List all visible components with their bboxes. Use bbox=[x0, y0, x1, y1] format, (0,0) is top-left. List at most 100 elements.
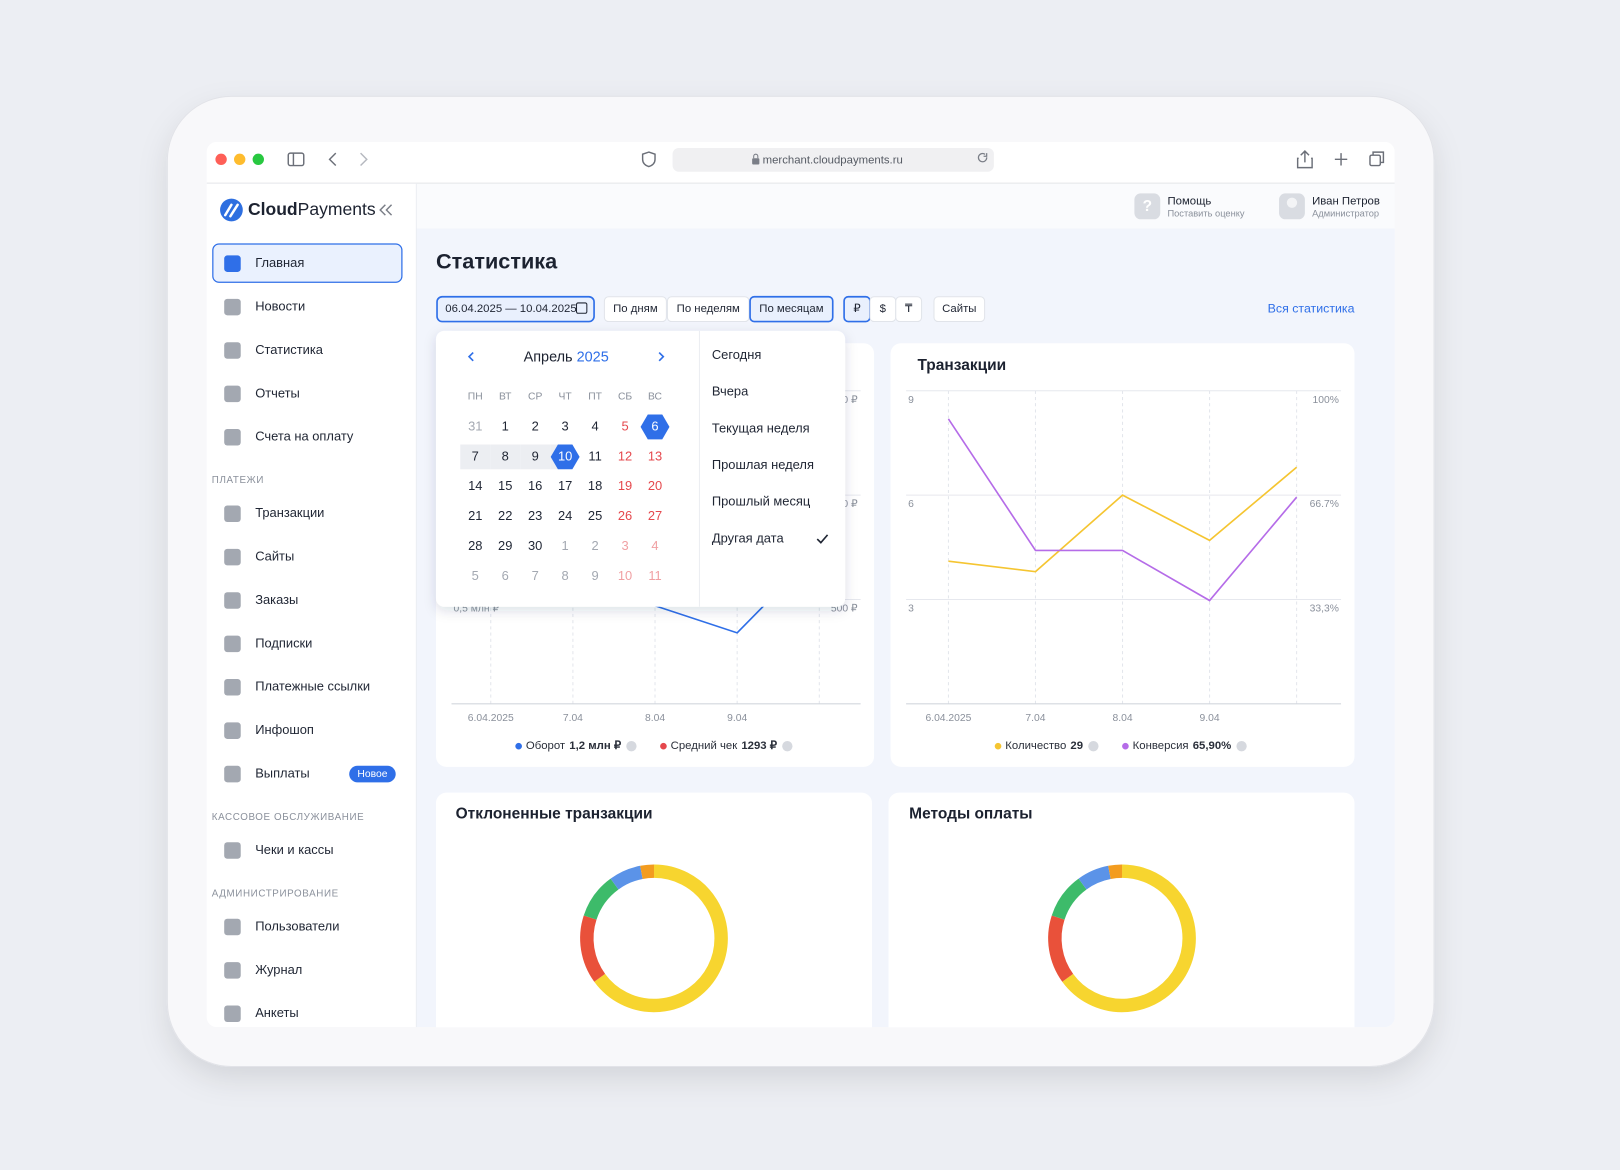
day[interactable]: 11 bbox=[648, 568, 661, 583]
day[interactable]: 13 bbox=[648, 448, 662, 463]
day[interactable]: 3 bbox=[562, 418, 569, 433]
day[interactable]: 12 bbox=[618, 448, 632, 463]
period-button[interactable]: По неделям bbox=[677, 303, 740, 315]
nav-item[interactable]: Заказы bbox=[255, 592, 298, 607]
day[interactable]: 26 bbox=[618, 508, 632, 523]
day[interactable]: 6 bbox=[651, 418, 658, 433]
preset[interactable]: Текущая неделя bbox=[712, 420, 810, 435]
new-tab-button[interactable] bbox=[1334, 153, 1348, 166]
day[interactable]: 5 bbox=[472, 568, 479, 583]
day[interactable]: 10 bbox=[558, 448, 572, 463]
nav-item[interactable]: Чеки и кассы bbox=[255, 842, 333, 857]
nav-item[interactable]: Платежные ссылки bbox=[255, 679, 370, 694]
reload-button[interactable] bbox=[977, 152, 988, 163]
collapse-sidebar[interactable] bbox=[379, 204, 393, 216]
next-month[interactable] bbox=[658, 351, 665, 362]
day[interactable]: 23 bbox=[528, 508, 542, 523]
nav-item[interactable]: Сайты bbox=[255, 549, 294, 564]
shield-icon[interactable] bbox=[641, 151, 656, 168]
nav-item[interactable]: Транзакции bbox=[255, 505, 324, 520]
day[interactable]: 6 bbox=[502, 568, 509, 583]
help-subtitle[interactable]: Поставить оценку bbox=[1167, 209, 1244, 219]
day[interactable]: 1 bbox=[562, 538, 569, 553]
currency-button[interactable]: ₽ bbox=[853, 303, 860, 315]
day[interactable]: 2 bbox=[592, 538, 599, 553]
day[interactable]: 21 bbox=[468, 508, 482, 523]
period-button-bg[interactable] bbox=[749, 295, 834, 323]
help-title[interactable]: Помощь bbox=[1167, 196, 1211, 208]
day[interactable]: 19 bbox=[618, 478, 632, 493]
nav-item[interactable]: Статистика bbox=[255, 342, 324, 357]
preset[interactable]: Другая дата bbox=[712, 530, 785, 545]
legend-help[interactable] bbox=[1236, 741, 1247, 752]
period-button[interactable]: По месяцам bbox=[759, 303, 823, 315]
period-button[interactable]: По дням bbox=[613, 303, 658, 315]
day[interactable]: 17 bbox=[558, 478, 572, 493]
day[interactable]: 7 bbox=[472, 448, 479, 463]
preset[interactable]: Вчера bbox=[712, 384, 749, 399]
day[interactable]: 7 bbox=[532, 568, 539, 583]
nav-item[interactable]: Главная bbox=[255, 255, 304, 270]
close-button[interactable] bbox=[215, 153, 227, 166]
all-stats-link[interactable]: Вся статистика bbox=[1268, 301, 1355, 315]
day[interactable]: 10 bbox=[618, 568, 632, 583]
day[interactable]: 11 bbox=[588, 448, 601, 463]
day[interactable]: 18 bbox=[588, 478, 602, 493]
day[interactable]: 27 bbox=[648, 508, 662, 523]
sites-button-bg[interactable] bbox=[933, 296, 986, 323]
date-range[interactable]: 06.04.2025 — 10.04.2025 bbox=[445, 303, 576, 315]
nav-item[interactable]: Отчеты bbox=[255, 385, 300, 400]
nav-item[interactable]: Подписки bbox=[255, 635, 312, 650]
day[interactable]: 20 bbox=[648, 478, 662, 493]
day[interactable]: 9 bbox=[592, 568, 599, 583]
nav-item[interactable]: Выплаты bbox=[255, 765, 310, 780]
preset[interactable]: Сегодня bbox=[712, 347, 761, 362]
legend-help[interactable] bbox=[1088, 741, 1099, 752]
day[interactable]: 5 bbox=[621, 418, 628, 433]
nav-item[interactable]: Инфошоп bbox=[255, 722, 314, 737]
day[interactable]: 25 bbox=[588, 508, 602, 523]
day[interactable]: 30 bbox=[528, 538, 542, 553]
legend-help[interactable] bbox=[626, 741, 637, 752]
zoom-button[interactable] bbox=[252, 153, 264, 166]
nav-item[interactable]: Журнал bbox=[255, 962, 302, 977]
currency-button[interactable]: ₸ bbox=[905, 303, 912, 315]
user-name[interactable]: Иван Петров bbox=[1312, 196, 1380, 208]
day[interactable]: 14 bbox=[468, 478, 482, 493]
preset[interactable]: Прошлый месяц bbox=[712, 494, 811, 509]
prev-month[interactable] bbox=[467, 351, 474, 362]
legend-help[interactable] bbox=[782, 741, 793, 752]
day[interactable]: 29 bbox=[498, 538, 512, 553]
day[interactable]: 28 bbox=[468, 538, 482, 553]
day[interactable]: 4 bbox=[592, 418, 599, 433]
user-role[interactable]: Администратор bbox=[1312, 209, 1379, 219]
day[interactable]: 24 bbox=[558, 508, 572, 523]
period-button-bg[interactable] bbox=[603, 296, 667, 323]
day[interactable]: 1 bbox=[502, 418, 509, 433]
day[interactable]: 3 bbox=[621, 538, 628, 553]
back-button[interactable] bbox=[328, 152, 337, 167]
currency-button-bg[interactable] bbox=[895, 296, 923, 323]
day[interactable]: 31 bbox=[468, 418, 482, 433]
help-icon[interactable] bbox=[1134, 193, 1161, 220]
day[interactable]: 9 bbox=[532, 448, 539, 463]
address-bar[interactable] bbox=[672, 147, 994, 172]
share-button[interactable] bbox=[1296, 150, 1313, 169]
tabs-button[interactable] bbox=[1369, 154, 1382, 167]
nav-item[interactable]: Пользователи bbox=[255, 918, 339, 933]
day[interactable]: 4 bbox=[651, 538, 658, 553]
day[interactable]: 2 bbox=[532, 418, 539, 433]
period-button-bg[interactable] bbox=[666, 296, 750, 323]
nav-item[interactable]: Счета на оплату bbox=[255, 429, 354, 444]
day[interactable]: 16 bbox=[528, 478, 542, 493]
forward-button[interactable] bbox=[360, 152, 368, 167]
date-range-button[interactable] bbox=[436, 295, 595, 323]
preset[interactable]: Прошлая неделя bbox=[712, 457, 814, 472]
minimize-button[interactable] bbox=[234, 153, 246, 166]
day[interactable]: 15 bbox=[498, 478, 512, 493]
nav-item[interactable]: Анкеты bbox=[255, 1005, 298, 1020]
nav-item[interactable]: Новости bbox=[255, 298, 305, 313]
day[interactable]: 22 bbox=[498, 508, 512, 523]
currency-button[interactable]: $ bbox=[880, 303, 887, 315]
sidebar-toggle[interactable] bbox=[287, 152, 305, 167]
